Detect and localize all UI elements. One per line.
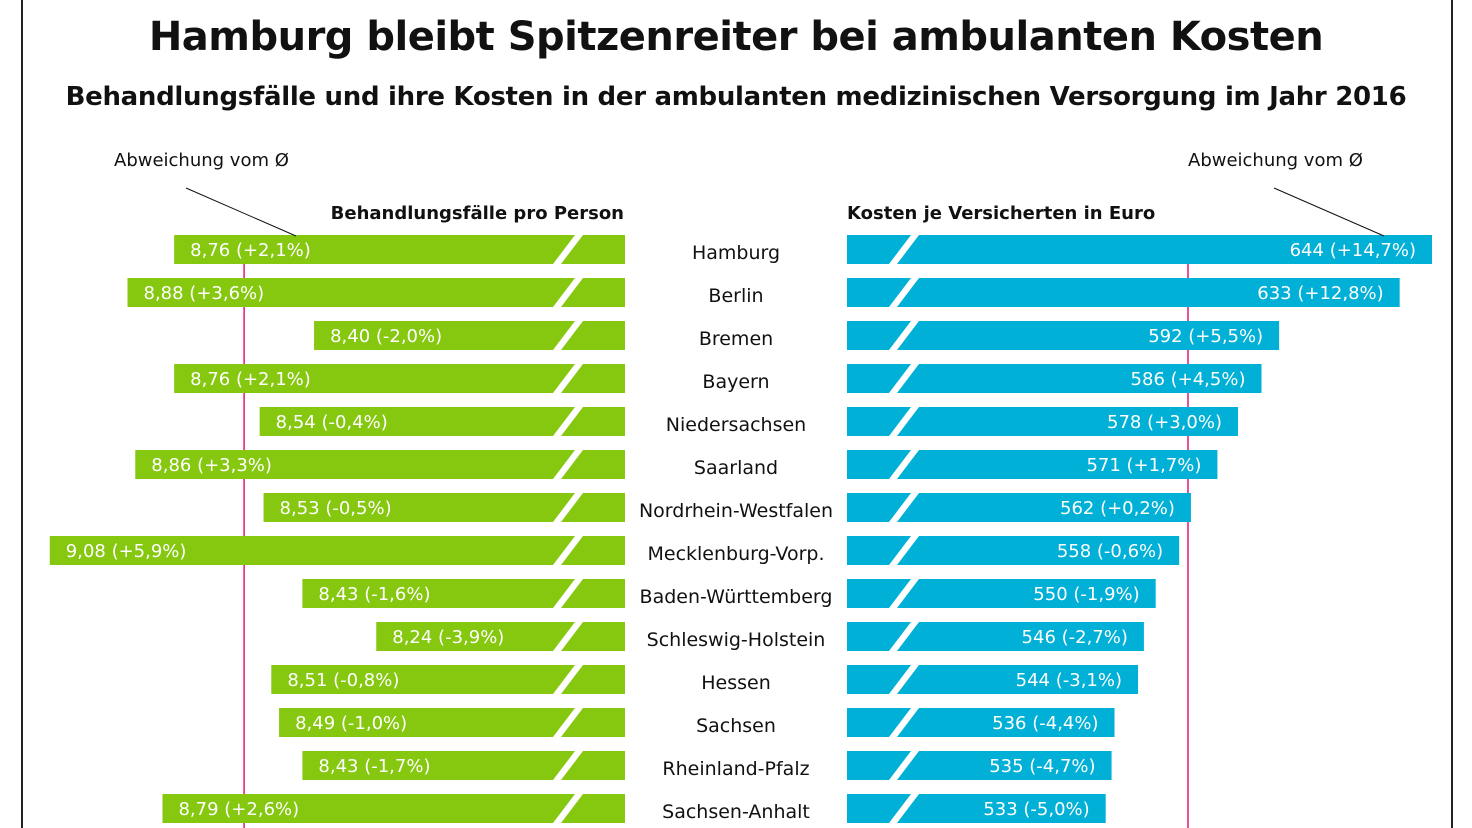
right-bar-label: 535 (-4,7%) <box>989 756 1095 777</box>
right-bar <box>847 708 1115 737</box>
right-bar <box>847 235 1432 264</box>
right-bar-label: 536 (-4,4%) <box>992 713 1098 734</box>
left-axis-break <box>553 364 583 393</box>
left-bar-label: 8,49 (-1,0%) <box>295 713 407 734</box>
right-bar-label: 544 (-3,1%) <box>1016 670 1122 691</box>
category-label: Sachsen <box>696 715 776 737</box>
right-bar-label: 533 (-5,0%) <box>983 799 1089 820</box>
left-bar-label: 8,43 (-1,6%) <box>318 584 430 605</box>
left-bar <box>49 536 626 565</box>
category-label: Hamburg <box>692 242 780 264</box>
left-axis-break <box>553 665 583 694</box>
left-axis-break <box>553 536 583 565</box>
left-axis-break <box>553 622 583 651</box>
right-axis-break <box>889 708 919 737</box>
left-bar-label: 8,79 (+2,6%) <box>178 799 299 820</box>
category-label: Sachsen-Anhalt <box>662 801 810 823</box>
left-bar <box>174 364 625 393</box>
right-bar-label: 633 (+12,8%) <box>1257 283 1383 304</box>
left-bar-label: 8,88 (+3,6%) <box>144 283 265 304</box>
right-bar-label: 558 (-0,6%) <box>1057 541 1163 562</box>
left-axis-break <box>553 579 583 608</box>
category-label: Schleswig-Holstein <box>647 629 826 651</box>
left-bar-label: 8,24 (-3,9%) <box>392 627 504 648</box>
right-bar-label: 562 (+0,2%) <box>1060 498 1175 519</box>
category-label: Bremen <box>699 328 773 350</box>
category-label: Saarland <box>694 457 778 479</box>
left-bar-label: 8,76 (+2,1%) <box>190 369 311 390</box>
annotation-right: Abweichung vom Ø <box>1188 150 1363 171</box>
category-label: Hessen <box>701 672 771 694</box>
right-bar-label: 550 (-1,9%) <box>1033 584 1139 605</box>
right-bar <box>847 321 1280 350</box>
left-axis-break <box>553 708 583 737</box>
left-bar-label: 8,76 (+2,1%) <box>190 240 311 261</box>
right-axis-break <box>889 450 919 479</box>
left-axis-break <box>553 751 583 780</box>
right-axis-break <box>889 579 919 608</box>
category-label: Bayern <box>702 371 769 393</box>
right-axis-break <box>889 622 919 651</box>
left-bar <box>174 235 625 264</box>
left-bar <box>135 450 625 479</box>
category-label: Niedersachsen <box>666 414 806 436</box>
left-bar <box>127 278 626 307</box>
left-axis-break <box>553 493 583 522</box>
category-label: Berlin <box>708 285 763 307</box>
right-axis-break <box>889 278 919 307</box>
left-bar <box>162 794 625 823</box>
right-panel-title: Kosten je Versicherten in Euro <box>847 203 1156 224</box>
chart-title: Hamburg bleibt Spitzenreiter bei ambulan… <box>148 14 1324 60</box>
category-label: Nordrhein-Westfalen <box>639 500 833 522</box>
left-panel-title: Behandlungsfälle pro Person <box>330 203 624 224</box>
right-axis-break <box>889 321 919 350</box>
right-axis-break <box>889 794 919 823</box>
right-axis-break <box>889 235 919 264</box>
right-bar <box>847 364 1262 393</box>
left-bar <box>376 622 625 651</box>
frame-right-border <box>1451 0 1453 828</box>
right-axis-break <box>889 751 919 780</box>
right-axis-break <box>889 364 919 393</box>
left-bar-label: 9,08 (+5,9%) <box>66 541 187 562</box>
left-bar-label: 8,54 (-0,4%) <box>276 412 388 433</box>
right-axis-break <box>889 407 919 436</box>
left-axis-break <box>553 278 583 307</box>
annotation-right-leader <box>1273 187 1385 237</box>
left-axis-break <box>553 450 583 479</box>
left-bar-label: 8,40 (-2,0%) <box>330 326 442 347</box>
right-axis-break <box>889 493 919 522</box>
left-bar-label: 8,86 (+3,3%) <box>151 455 272 476</box>
right-bar-label: 578 (+3,0%) <box>1107 412 1222 433</box>
annotation-left: Abweichung vom Ø <box>114 150 289 171</box>
right-bar-label: 592 (+5,5%) <box>1148 326 1263 347</box>
left-bar-label: 8,53 (-0,5%) <box>280 498 392 519</box>
right-axis-break <box>889 665 919 694</box>
chart-subtitle: Behandlungsfälle und ihre Kosten in der … <box>65 82 1407 112</box>
right-bar <box>847 751 1112 780</box>
right-bar-label: 546 (-2,7%) <box>1022 627 1128 648</box>
category-label: Rheinland-Pfalz <box>662 758 809 780</box>
category-label: Mecklenburg-Vorp. <box>648 543 825 565</box>
right-bar-label: 586 (+4,5%) <box>1131 369 1246 390</box>
left-axis-break <box>553 407 583 436</box>
right-bar-label: 571 (+1,7%) <box>1086 455 1201 476</box>
category-label: Baden-Württemberg <box>640 586 833 608</box>
annotation-left-leader <box>185 187 297 237</box>
right-bar <box>847 278 1400 307</box>
frame-left-border <box>21 0 23 828</box>
left-axis-break <box>553 794 583 823</box>
right-axis-break <box>889 536 919 565</box>
left-bar-label: 8,51 (-0,8%) <box>287 670 399 691</box>
right-bar <box>847 794 1106 823</box>
right-bar-label: 644 (+14,7%) <box>1290 240 1416 261</box>
left-axis-break <box>553 235 583 264</box>
left-axis-break <box>553 321 583 350</box>
left-bar-label: 8,43 (-1,7%) <box>318 756 430 777</box>
